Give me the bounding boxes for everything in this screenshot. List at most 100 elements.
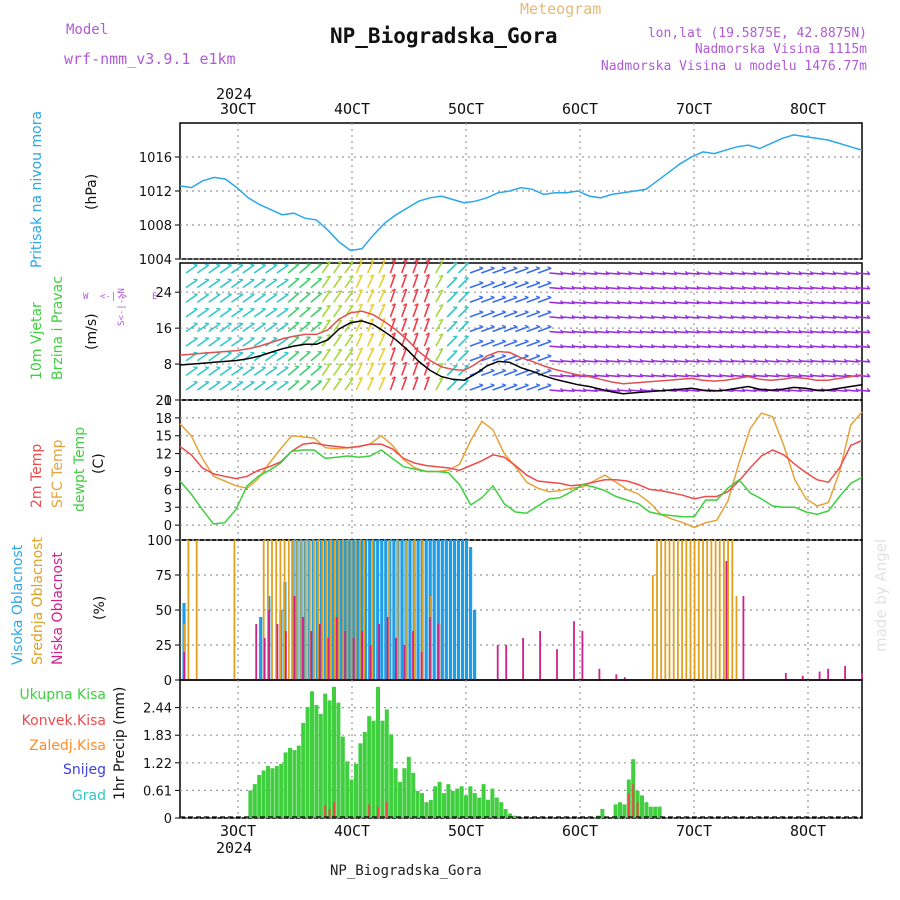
wind-barb (196, 337, 210, 347)
wind-barb (310, 263, 323, 274)
cloud-bar-0 (448, 540, 452, 680)
wind-barb (640, 286, 655, 290)
wind-barb (810, 374, 825, 378)
wind-barb (389, 288, 396, 303)
wind-barb (594, 330, 609, 334)
precip-bar (345, 761, 350, 818)
wind-barb-head (414, 273, 419, 278)
cloud-bar-0 (347, 540, 352, 680)
wind-barb (310, 278, 323, 289)
wind-barb (855, 286, 871, 290)
wind-barb (446, 364, 458, 376)
wind-barb (560, 359, 575, 363)
wind-barb (423, 288, 431, 303)
wind-barb (787, 316, 802, 319)
wind-barb-head (391, 273, 396, 278)
precip-bar (274, 766, 279, 818)
wind-barb (821, 345, 836, 349)
cloud-bar-0 (259, 617, 263, 680)
wind-barb (696, 301, 712, 305)
wind-barb (469, 267, 484, 274)
wind-barb (332, 304, 343, 318)
wind-barb (423, 376, 431, 391)
cloud-bar-2 (255, 624, 258, 680)
wind-barb (674, 286, 689, 290)
wind-barb (355, 362, 363, 376)
wind-barb (572, 345, 587, 349)
wind-barb (583, 286, 598, 290)
wind-barb (378, 259, 386, 274)
cloud-bar-0 (360, 540, 364, 680)
precip-bar (411, 772, 416, 818)
top-tick-label: 6OCT (562, 100, 598, 118)
wind-barb (480, 355, 495, 362)
wind-barb (526, 325, 541, 333)
wind-barb-head (524, 324, 529, 328)
wind-barb (640, 301, 655, 305)
wind-barb-head (425, 347, 430, 351)
wind-barb (185, 322, 198, 333)
cloud-bar-1 (405, 540, 407, 680)
cloud-bar-2 (268, 610, 270, 680)
wind-barb (855, 345, 871, 349)
legend-total-rain: Ukupna Kisa (19, 687, 106, 703)
wind-barb (492, 296, 507, 304)
wind-barb (583, 330, 598, 334)
cloud-bar-2 (378, 624, 380, 680)
wind-barb (674, 330, 689, 334)
wind-barb-head (326, 290, 331, 293)
wind-barb (492, 369, 507, 377)
wind-barb (332, 290, 343, 303)
wind-barb (503, 384, 518, 391)
wind-barb (321, 363, 331, 376)
wind-barb (617, 330, 632, 334)
wind-barb-head (535, 280, 541, 284)
wind-barb (321, 275, 331, 289)
precip-bar (314, 704, 319, 818)
wind-barb (480, 325, 495, 333)
wind-barb-head (358, 318, 363, 322)
cloud-bar-2 (420, 652, 423, 680)
convective-bar (632, 784, 635, 818)
wind-barb (606, 316, 621, 319)
wind-barb (526, 311, 541, 318)
wind-barb (526, 282, 541, 289)
model-elevation-text: Nadmorska Visina u modelu 1476.77m (601, 59, 867, 74)
wind-barb-head (524, 383, 529, 386)
cloud-bar-1 (187, 540, 190, 680)
wind-barb (799, 316, 814, 319)
wind-barb (833, 330, 848, 334)
wind-barb-head (402, 259, 407, 263)
wind-barb-head (479, 310, 484, 313)
wind-barb-head (326, 377, 331, 381)
wind-barb-head (369, 259, 374, 263)
ytick-label-3: 25 (155, 639, 172, 654)
wind-barb (799, 345, 814, 349)
wind-barb (515, 384, 529, 391)
wind-barb (196, 308, 210, 318)
wind-barb (708, 374, 723, 378)
wind-barb (435, 333, 444, 347)
convective-bar (385, 802, 388, 818)
wind-barb (185, 308, 198, 318)
wind-barb (685, 345, 700, 349)
wind-barb (389, 347, 396, 362)
cloud-bar-2 (615, 674, 618, 680)
wind-barb (765, 330, 780, 334)
wind-barb-head (438, 377, 444, 380)
top-tick-label: 5OCT (448, 100, 484, 118)
wind-barb-head (381, 274, 386, 278)
cloud-bar-0 (368, 540, 372, 680)
wind-barb (526, 267, 541, 274)
convective-bar (368, 804, 371, 818)
ytick-label-3: 50 (155, 604, 172, 619)
bottom-year: 2024 (216, 839, 252, 857)
wind-barb (719, 359, 734, 363)
wind-barb-head (425, 259, 430, 263)
wind-barb (401, 376, 408, 391)
wind-barb (560, 286, 575, 290)
wind-barb-head (348, 377, 354, 381)
wind-barb (731, 374, 746, 378)
